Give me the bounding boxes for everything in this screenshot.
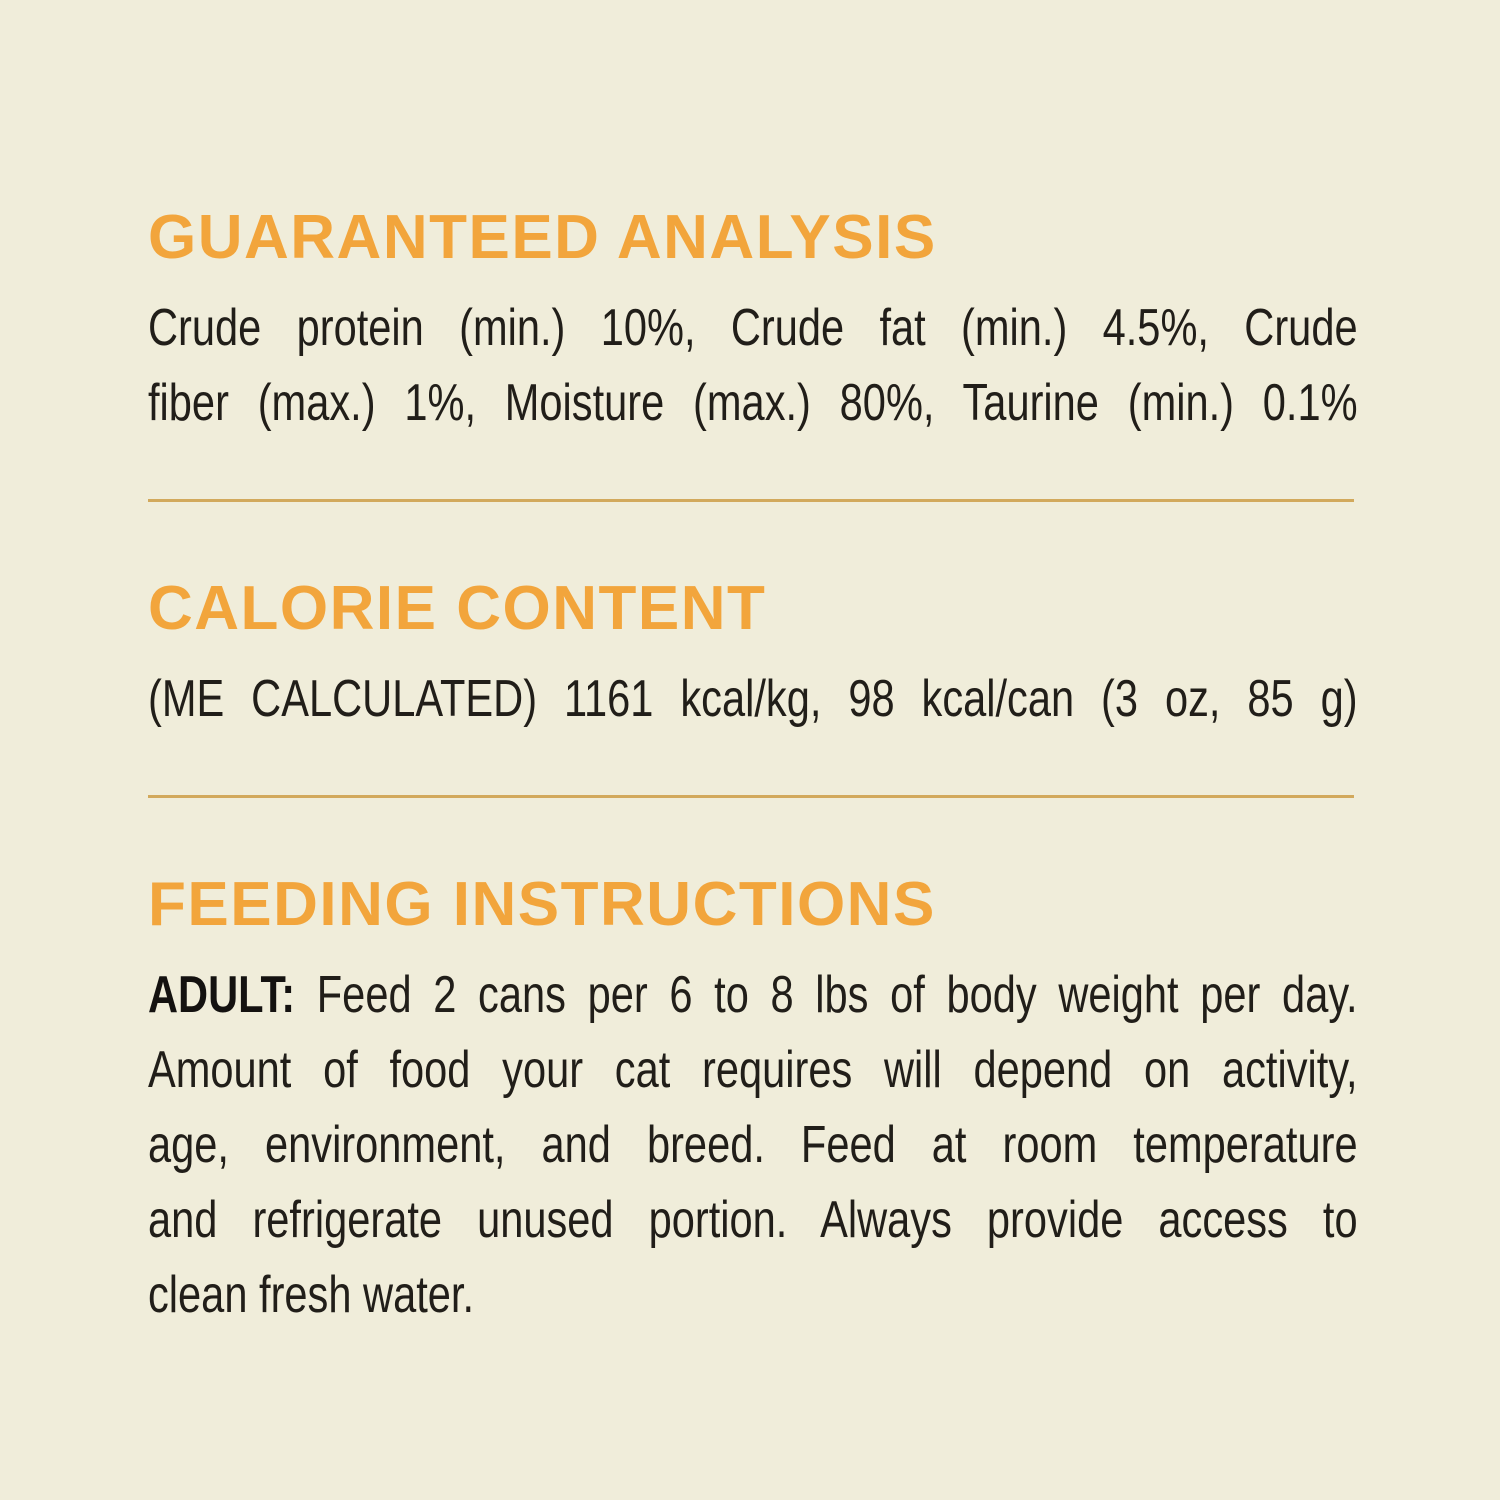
section-calorie-content: CALORIE CONTENT (ME CALCULATED) 1161 kca…	[148, 574, 1358, 737]
guaranteed-analysis-line-1: Crude protein (min.) 10%, Crude fat (min…	[148, 299, 1358, 357]
feeding-instructions-line-4: and refrigerate unused portion. Always p…	[148, 1191, 1358, 1249]
calorie-content-text: (ME CALCULATED) 1161 kcal/kg, 98 kcal/ca…	[148, 662, 1358, 737]
adult-label: ADULT:	[148, 966, 296, 1024]
feeding-instructions-line-1-text: Feed 2 cans per 6 to 8 lbs of body weigh…	[316, 966, 1358, 1024]
feeding-instructions-line-1: ADULT: Feed 2 cans per 6 to 8 lbs of bod…	[148, 958, 1358, 1033]
feeding-instructions-line-2: Amount of food your cat requires will de…	[148, 1041, 1358, 1099]
guaranteed-analysis-line-2: fiber (max.) 1%, Moisture (max.) 80%, Ta…	[148, 374, 1358, 432]
feeding-instructions-title: FEEDING INSTRUCTIONS	[148, 870, 936, 939]
calorie-content-title: CALORIE CONTENT	[148, 574, 767, 643]
feeding-instructions-line-5: clean fresh water.	[148, 1266, 475, 1324]
guaranteed-analysis-text: Crude protein (min.) 10%, Crude fat (min…	[148, 291, 1358, 441]
section-guaranteed-analysis: GUARANTEED ANALYSIS Crude protein (min.)…	[148, 203, 1358, 441]
calorie-content-line: (ME CALCULATED) 1161 kcal/kg, 98 kcal/ca…	[148, 670, 1358, 728]
feeding-instructions-line-3: age, environment, and breed. Feed at roo…	[148, 1116, 1358, 1174]
feeding-instructions-text: ADULT: Feed 2 cans per 6 to 8 lbs of bod…	[148, 958, 1358, 1333]
guaranteed-analysis-title: GUARANTEED ANALYSIS	[148, 203, 937, 272]
divider-rule-2	[148, 795, 1354, 798]
section-feeding-instructions: FEEDING INSTRUCTIONS ADULT: Feed 2 cans …	[148, 870, 1358, 1333]
divider-rule-1	[148, 499, 1354, 502]
